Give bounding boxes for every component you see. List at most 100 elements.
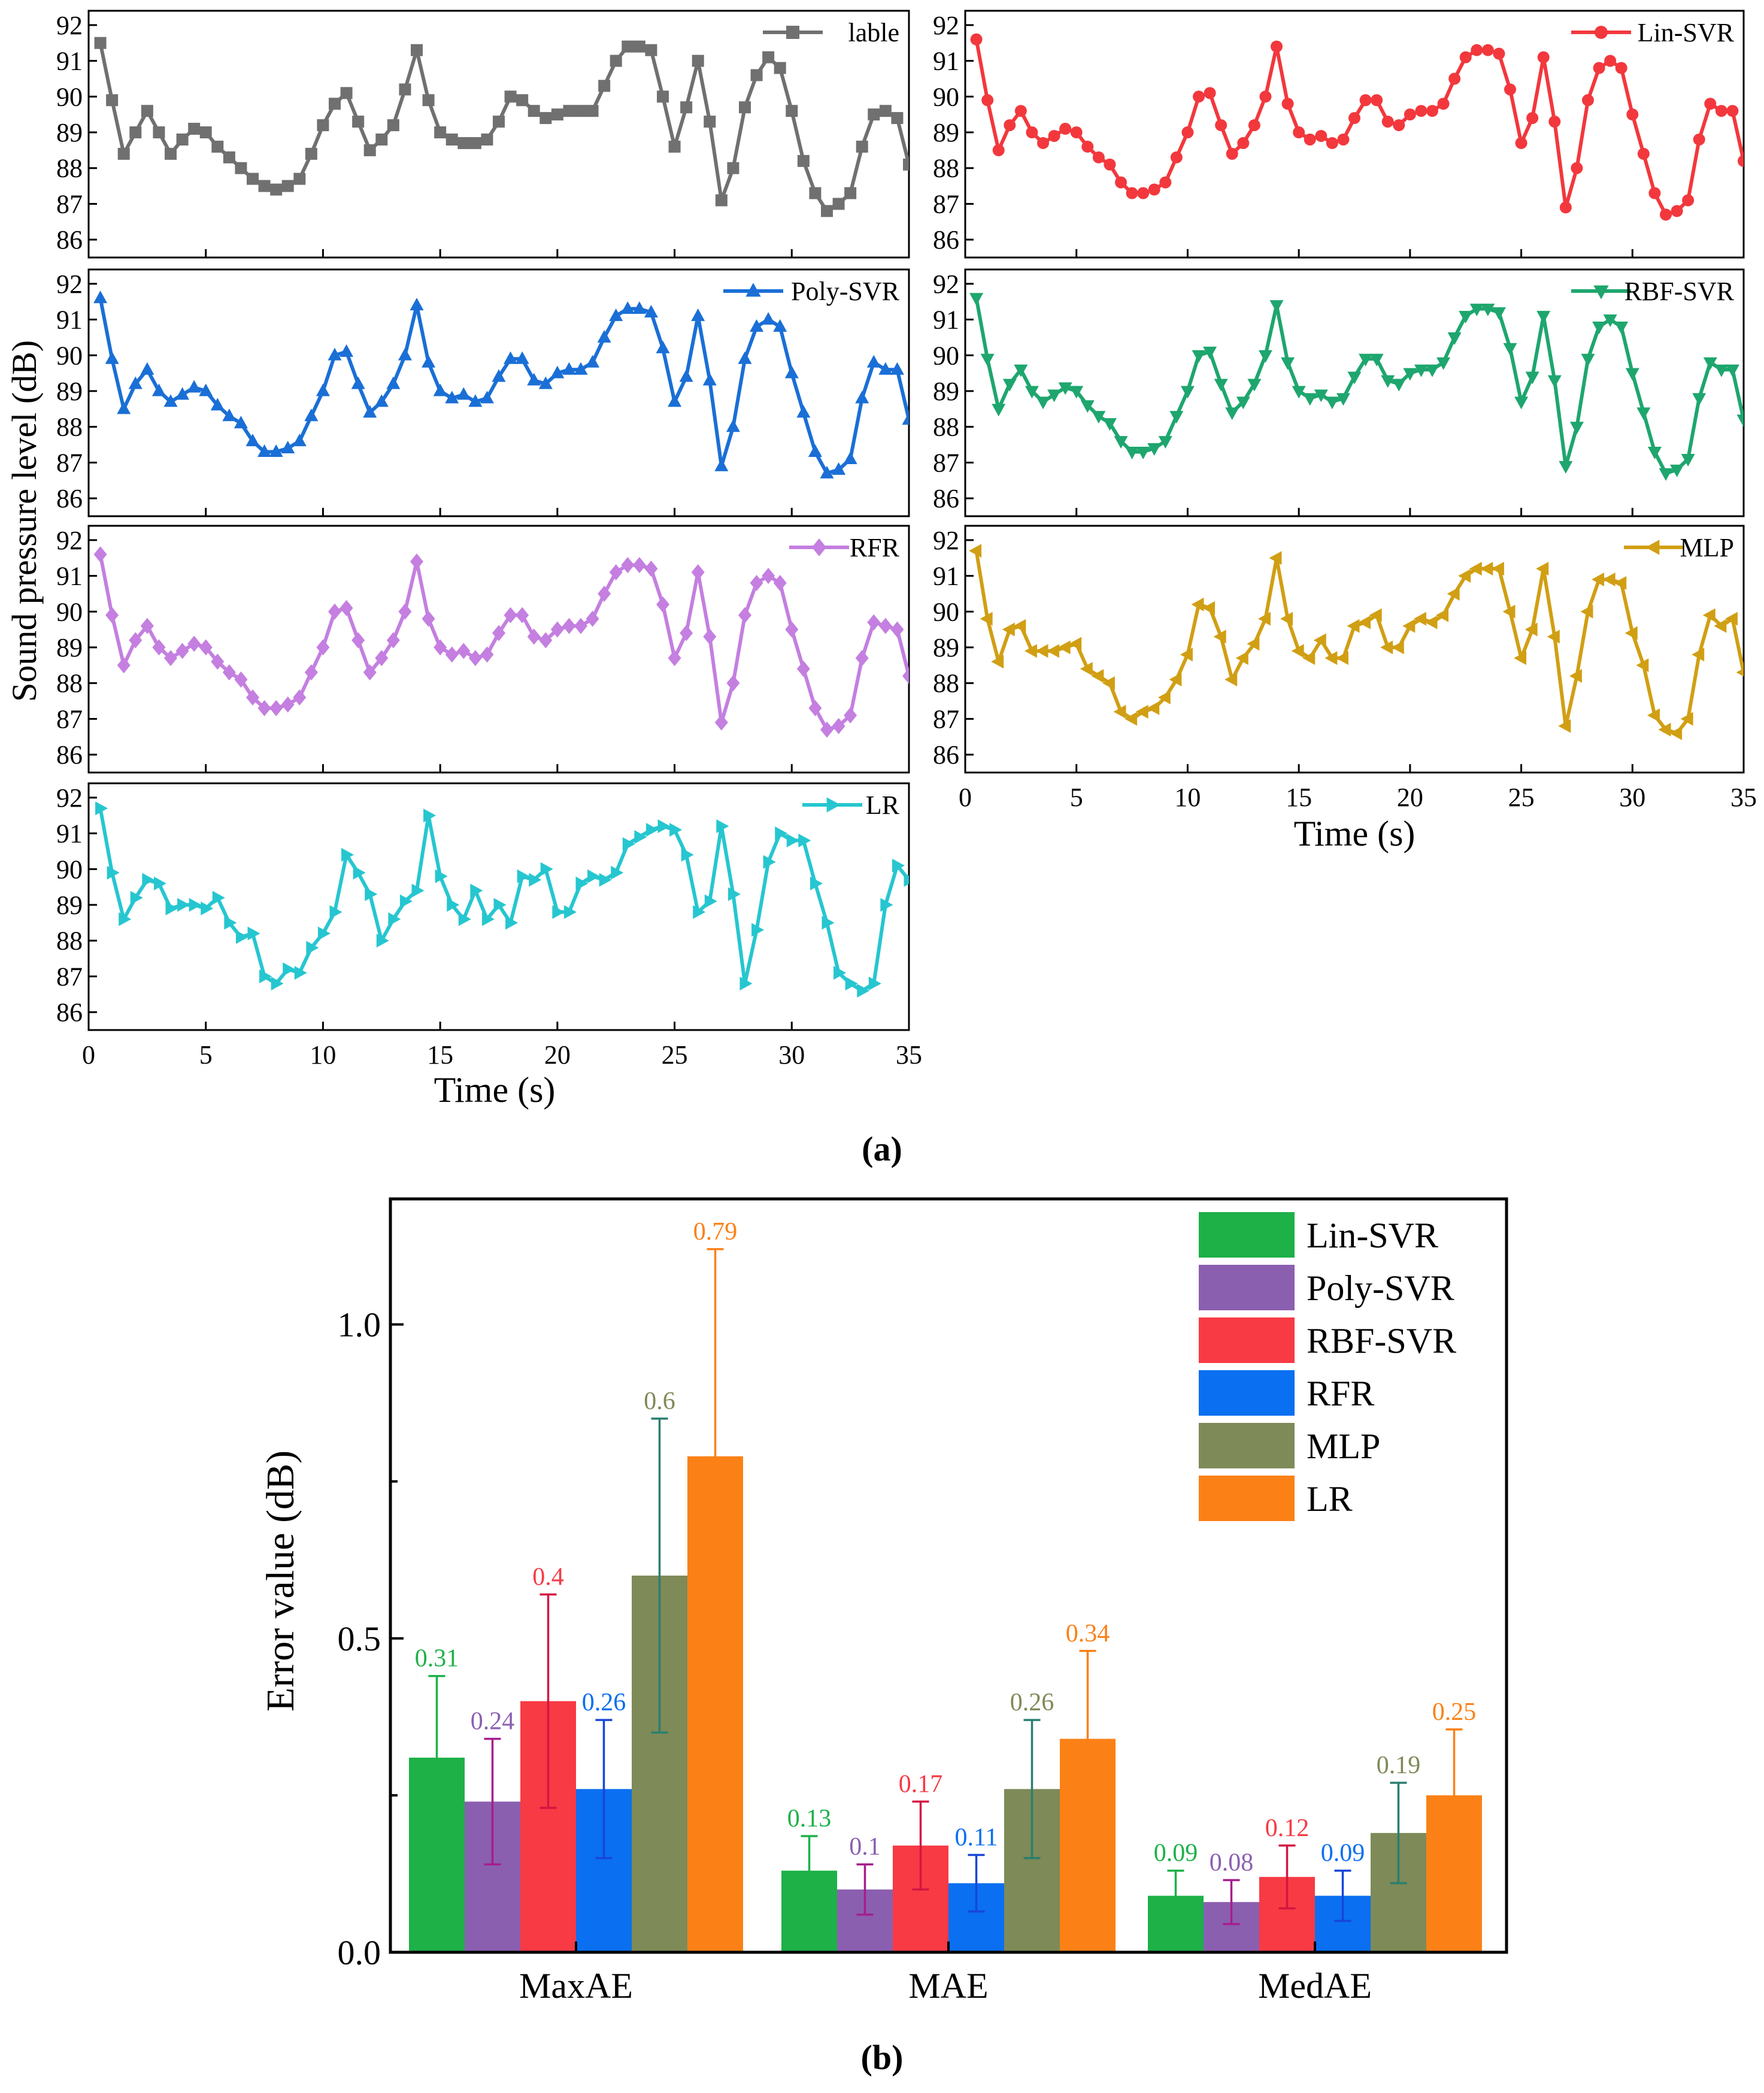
data-point [1035, 644, 1048, 658]
legend-label: Poly-SVR [1307, 1268, 1454, 1308]
data-point [153, 126, 165, 139]
data-point [796, 661, 810, 677]
data-point [703, 628, 717, 645]
data-point [1359, 94, 1372, 107]
data-point [1002, 622, 1015, 637]
data-point [293, 689, 307, 706]
data-point [140, 362, 154, 375]
data-point [704, 116, 716, 128]
data-point [516, 607, 529, 623]
y-tick-label: 92 [56, 526, 83, 555]
data-point [1303, 393, 1317, 406]
data-point [281, 441, 295, 454]
data-point [575, 876, 589, 890]
data-point [492, 369, 506, 382]
data-point [1113, 704, 1126, 719]
y-tick-label: 91 [56, 305, 83, 335]
data-point [445, 390, 459, 404]
data-point [398, 603, 412, 620]
y-tick-label: 91 [56, 47, 83, 76]
data-point [597, 329, 611, 343]
data-point [281, 180, 294, 192]
data-point [775, 826, 788, 841]
data-point [1415, 105, 1427, 117]
data-label: 0.31 [415, 1645, 459, 1673]
y-tick-label: 89 [56, 377, 83, 406]
line-panels-y-axis-label: Sound pressure level (dB) [5, 340, 44, 702]
y-tick-label: 87 [56, 962, 83, 991]
data-point [786, 105, 798, 117]
data-point [1314, 389, 1328, 402]
data-point [165, 147, 177, 160]
data-point [878, 362, 893, 375]
line-chart-panels: 86 87 88 89 90 91 92 lable 86 87 88 89 90 91 92 Lin-SVR… [56, 10, 1757, 1070]
data-point [1724, 611, 1738, 626]
data-point [538, 376, 553, 389]
data-label: 0.09 [1321, 1840, 1365, 1867]
data-point [832, 717, 845, 734]
data-point [292, 434, 307, 447]
data-point [470, 883, 483, 898]
y-tick-label: 92 [933, 526, 959, 555]
data-point [1714, 619, 1727, 633]
y-tick-label: 92 [56, 11, 83, 40]
y-tick-label: 88 [56, 926, 83, 956]
data-point [832, 198, 845, 210]
data-point [469, 137, 481, 149]
data-point [727, 162, 739, 174]
y-tick-label: 89 [56, 633, 83, 662]
data-point [890, 621, 904, 638]
data-point [622, 837, 635, 852]
data-point [375, 650, 389, 667]
legend-label: Lin-SVR [1638, 18, 1735, 47]
y-tick-label: 89 [933, 118, 959, 147]
data-point [222, 664, 236, 681]
data-point [563, 105, 575, 117]
data-point [562, 362, 576, 375]
data-point [704, 894, 717, 908]
data-point [1204, 87, 1216, 99]
data-point [293, 172, 306, 185]
data-point [702, 372, 717, 386]
data-point [587, 869, 601, 883]
data-point [1226, 147, 1238, 160]
data-point [1269, 551, 1282, 565]
data-point [399, 83, 411, 96]
data-label: 0.11 [955, 1824, 998, 1852]
data-point [1313, 633, 1326, 647]
data-point [316, 383, 330, 396]
data-point [738, 607, 751, 623]
y-tick-label: 90 [56, 341, 83, 370]
data-point [1693, 133, 1705, 146]
data-point [163, 394, 178, 407]
data-point [645, 823, 659, 837]
data-point [1158, 436, 1172, 449]
data-point [386, 632, 400, 649]
data-point [456, 387, 471, 400]
data-point [187, 635, 201, 652]
data-point [891, 112, 904, 125]
data-point [517, 869, 530, 883]
data-point [105, 607, 119, 623]
data-point [902, 412, 909, 425]
data-point [1247, 637, 1260, 651]
data-point [1247, 378, 1262, 392]
line-panel-rfr: 86 87 88 89 90 91 92 RFR [56, 525, 910, 774]
y-tick-label: 90 [933, 597, 959, 626]
data-point [95, 801, 108, 816]
data-point [106, 94, 119, 107]
x-tick-label: 15 [427, 1040, 453, 1070]
plot-frame [389, 1197, 1508, 1954]
data-point [728, 887, 741, 901]
data-point [528, 105, 540, 117]
data-point [1380, 640, 1393, 655]
panel-b-label: (b) [861, 2038, 904, 2077]
data-point [634, 830, 647, 844]
data-point [574, 617, 587, 634]
data-point [786, 834, 799, 848]
data-point [504, 351, 518, 364]
y-tick-label: 0.5 [338, 1619, 381, 1658]
data-point [93, 546, 107, 563]
data-point [1236, 396, 1250, 410]
data-label: 0.34 [1066, 1620, 1110, 1647]
